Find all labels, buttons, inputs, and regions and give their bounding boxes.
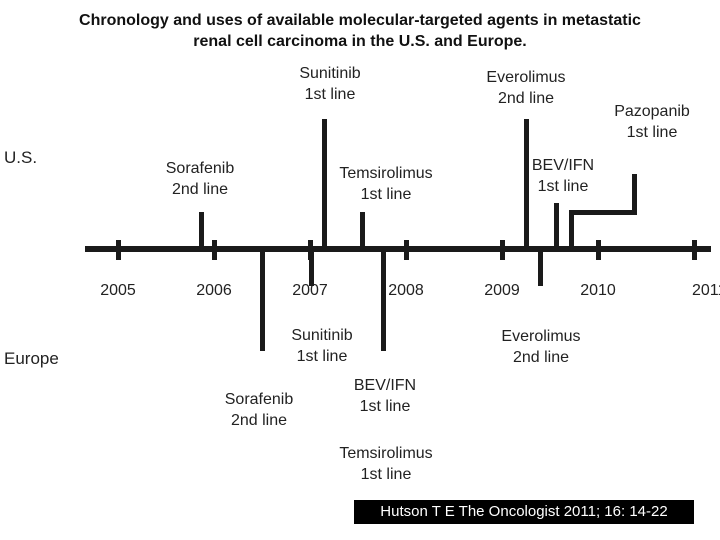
eu-bev-ifn-label: BEV/IFN 1st line	[315, 375, 455, 417]
eu-bev-ifn-marker	[381, 250, 386, 351]
eu-sunitinib-label: Sunitinib 1st line	[252, 325, 392, 367]
year-label-2007: 2007	[292, 282, 328, 299]
us-everolimus-use: 2nd line	[497, 90, 555, 107]
us-pazopanib-marker	[569, 210, 574, 248]
eu-sunitinib-marker	[309, 250, 314, 286]
us-pazopanib-riser	[632, 174, 637, 215]
year-tick-2005	[116, 240, 121, 260]
us-sunitinib-marker	[322, 119, 327, 248]
us-pazopanib-label: Pazopanib 1st line	[582, 101, 720, 143]
eu-bev-ifn-drug: BEV/IFN	[353, 377, 417, 394]
year-label-2006: 2006	[196, 282, 232, 299]
title-line-1: Chronology and uses of available molecul…	[79, 12, 641, 29]
year-label-2005: 2005	[100, 282, 136, 299]
timeline-axis	[85, 246, 711, 252]
us-bev-ifn-label: BEV/IFN 1st line	[493, 155, 633, 197]
year-tick-2006	[212, 240, 217, 260]
eu-temsirolimus-use: 1st line	[360, 466, 412, 483]
eu-sunitinib-use: 1st line	[296, 348, 348, 365]
us-temsirolimus-drug: Temsirolimus	[339, 165, 433, 182]
diagram-title: Chronology and uses of available molecul…	[0, 10, 720, 52]
us-temsirolimus-marker	[360, 212, 365, 248]
us-bev-ifn-drug: BEV/IFN	[531, 157, 595, 174]
us-sorafenib-marker	[199, 212, 204, 248]
us-pazopanib-connector	[569, 210, 637, 215]
us-sorafenib-label: Sorafenib 2nd line	[130, 158, 270, 200]
us-bev-ifn-use: 1st line	[537, 178, 589, 195]
us-everolimus-label: Everolimus 2nd line	[456, 67, 596, 109]
us-sunitinib-label: Sunitinib 1st line	[260, 63, 400, 105]
us-sunitinib-use: 1st line	[304, 86, 356, 103]
region-label-us: U.S.	[4, 148, 38, 167]
us-bev-ifn-marker	[554, 203, 559, 248]
eu-everolimus-use: 2nd line	[512, 349, 570, 366]
eu-temsirolimus-label: Temsirolimus 1st line	[316, 443, 456, 485]
eu-temsirolimus-drug: Temsirolimus	[339, 445, 433, 462]
us-sunitinib-drug: Sunitinib	[299, 65, 361, 82]
region-label-europe: Europe	[4, 349, 59, 368]
year-tick-2009	[500, 240, 505, 260]
eu-everolimus-drug: Everolimus	[501, 328, 581, 345]
year-label-2009: 2009	[484, 282, 520, 299]
us-temsirolimus-label: Temsirolimus 1st line	[316, 163, 456, 205]
year-label-2008: 2008	[388, 282, 424, 299]
year-label-2010: 2010	[580, 282, 616, 299]
us-pazopanib-use: 1st line	[626, 124, 678, 141]
us-sorafenib-drug: Sorafenib	[165, 160, 235, 177]
eu-sorafenib-use: 2nd line	[230, 412, 288, 429]
us-pazopanib-drug: Pazopanib	[614, 103, 690, 120]
eu-sorafenib-drug: Sorafenib	[224, 391, 294, 408]
us-everolimus-drug: Everolimus	[486, 69, 566, 86]
us-temsirolimus-use: 1st line	[360, 186, 412, 203]
us-everolimus-marker	[524, 119, 529, 248]
eu-bev-ifn-use: 1st line	[359, 398, 411, 415]
year-label-2011: 2011	[692, 282, 720, 299]
year-tick-2010	[596, 240, 601, 260]
title-line-2: renal cell carcinoma in the U.S. and Eur…	[193, 33, 527, 50]
us-sorafenib-use: 2nd line	[171, 181, 229, 198]
eu-everolimus-marker	[538, 250, 543, 286]
citation-box: Hutson T E The Oncologist 2011; 16: 14-2…	[354, 500, 694, 524]
eu-sunitinib-drug: Sunitinib	[291, 327, 353, 344]
year-tick-2008	[404, 240, 409, 260]
eu-sorafenib-marker	[260, 250, 265, 351]
year-tick-2011	[692, 240, 697, 260]
eu-everolimus-label: Everolimus 2nd line	[471, 326, 611, 368]
eu-sorafenib-label: Sorafenib 2nd line	[189, 389, 329, 431]
